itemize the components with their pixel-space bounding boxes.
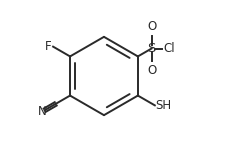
Text: N: N [38,105,47,118]
Text: O: O [146,64,155,77]
Text: SH: SH [155,99,171,112]
Text: Cl: Cl [163,42,174,55]
Text: O: O [146,21,155,33]
Text: S: S [147,42,155,55]
Text: F: F [45,40,52,53]
